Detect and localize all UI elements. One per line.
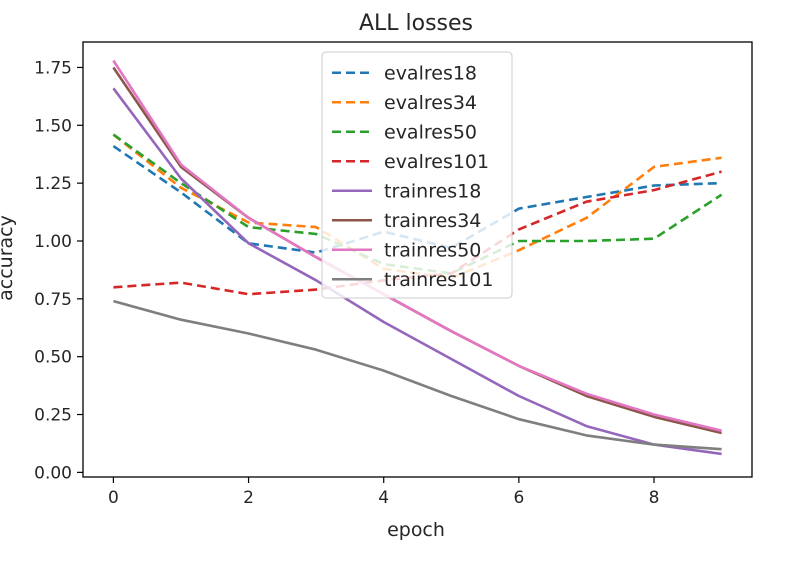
chart-title: ALL losses (359, 11, 473, 36)
y-tick-label: 1.00 (34, 232, 72, 252)
x-tick-label: 8 (649, 488, 660, 508)
x-tick-label: 0 (108, 488, 119, 508)
y-tick-label: 0.00 (34, 463, 72, 483)
legend-label-trainres50: trainres50 (384, 239, 481, 261)
plot-frame (82, 41, 753, 478)
series-line-evalres101 (113, 170, 722, 296)
x-tick-label: 2 (243, 488, 254, 508)
y-tick-label: 0.25 (34, 406, 72, 426)
legend-label-evalres101: evalres101 (384, 151, 489, 173)
y-tick-label: 0.50 (34, 348, 72, 368)
x-axis-label: epoch (387, 519, 445, 541)
x-tick-label: 4 (378, 488, 389, 508)
series-line-trainres18 (112, 87, 722, 456)
legend-label-trainres34: trainres34 (384, 210, 481, 232)
y-tick-label: 1.25 (34, 174, 72, 194)
y-axis-label: accuracy (0, 215, 17, 301)
y-tick-label: 1.75 (34, 58, 72, 78)
series-line-trainres101 (113, 299, 722, 451)
legend-label-trainres18: trainres18 (384, 180, 481, 202)
legend-box (321, 51, 513, 299)
legend-label-evalres18: evalres18 (384, 62, 477, 84)
y-tick-label: 1.50 (34, 116, 72, 136)
y-tick-label: 0.75 (34, 290, 72, 310)
legend-label-evalres34: evalres34 (384, 92, 477, 114)
series-line-trainres50 (112, 59, 722, 432)
x-tick-label: 6 (513, 488, 524, 508)
legend: evalres18 evalres34 evalres50 evalres101 tra… (321, 51, 513, 299)
legend-label-evalres50: evalres50 (384, 121, 477, 143)
legend-label-trainres101: trainres101 (384, 269, 493, 291)
